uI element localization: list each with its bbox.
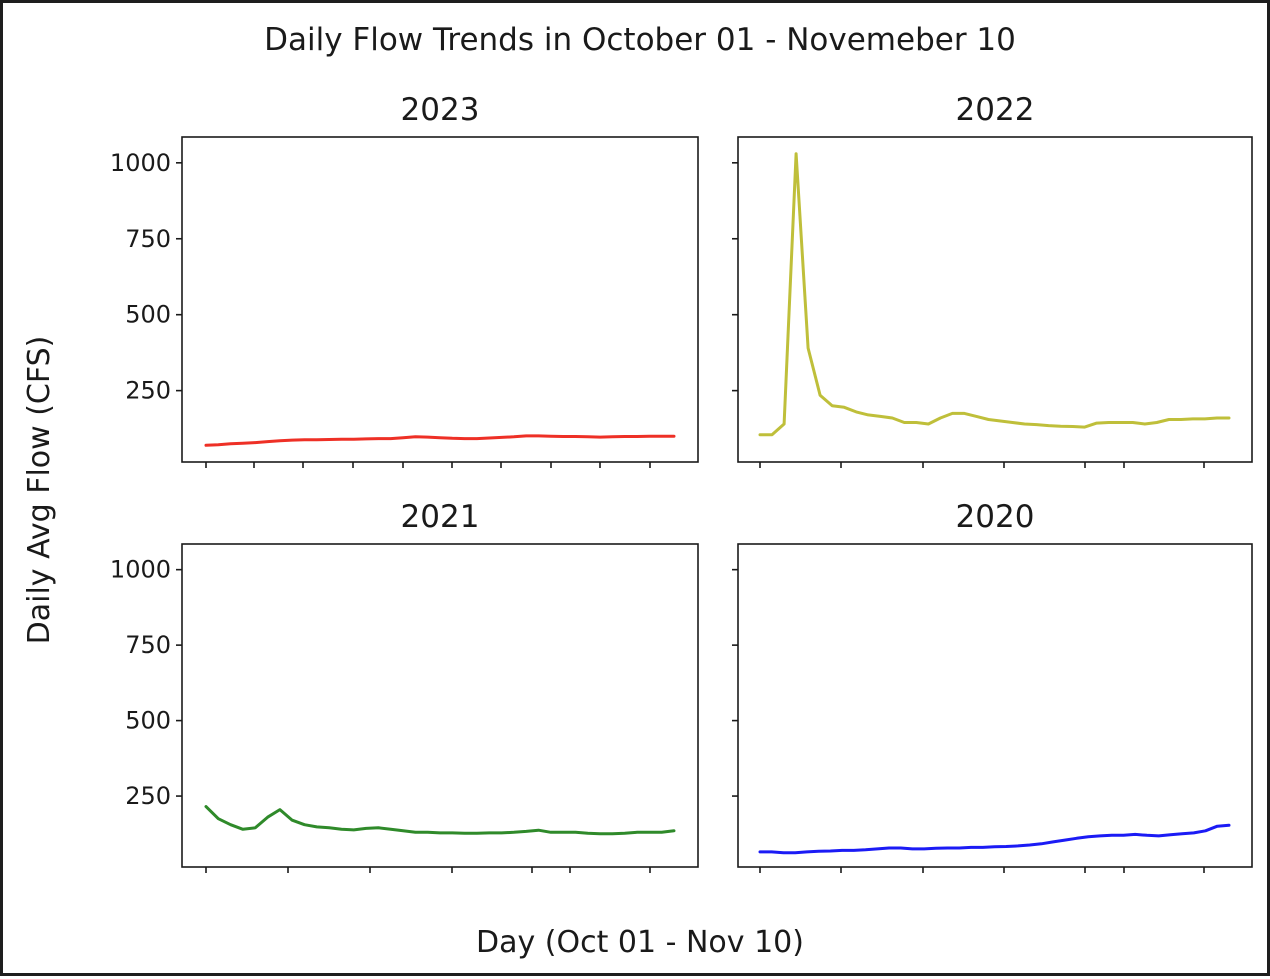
chart-canvas: Daily Flow Trends in October 01 - Noveme… [22,22,1253,960]
series-line-2020 [758,823,1231,855]
series-line-2021 [204,805,676,836]
subplot-title: 2022 [956,92,1035,128]
subplot-grid: 2023250500750100020222021250500750100020… [110,92,1253,873]
y-tick-label: 500 [125,301,171,329]
subplot-2023: 2023 250 500 750 1000 [110,92,699,468]
plot-frame [181,136,699,463]
y-tick-label: 250 [125,782,171,810]
chart-title: Daily Flow Trends in October 01 - Noveme… [264,22,1016,58]
subplot-2020: 2020 [732,499,1253,873]
subplot-2022: 2022 [732,92,1253,468]
y-tick-label: 500 [125,707,171,735]
series-line-2023 [204,434,676,447]
y-tick-label: 250 [125,377,171,405]
plot-frame [181,543,699,868]
y-tick-label: 750 [125,225,171,253]
subplot-2021: 2021 250 500 750 1000 [110,499,699,873]
y-tick-label: 1000 [110,149,171,177]
subplot-title: 2020 [956,499,1035,535]
plot-frame [737,136,1253,463]
subplot-title: 2023 [401,92,480,128]
plot-frame [737,543,1253,868]
y-tick-label: 750 [125,631,171,659]
series-line-2022 [758,152,1231,437]
y-axis-label: Daily Avg Flow (CFS) [22,336,57,645]
x-axis-label: Day (Oct 01 - Nov 10) [476,925,804,960]
y-tick-label: 1000 [110,556,171,584]
subplot-title: 2021 [401,499,480,535]
